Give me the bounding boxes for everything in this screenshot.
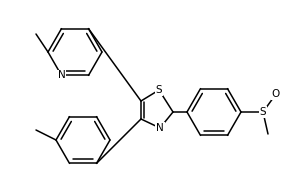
Text: N: N [156, 123, 164, 133]
Text: S: S [260, 107, 266, 117]
Text: O: O [272, 89, 280, 99]
Text: N: N [58, 70, 65, 80]
Text: S: S [156, 85, 162, 95]
